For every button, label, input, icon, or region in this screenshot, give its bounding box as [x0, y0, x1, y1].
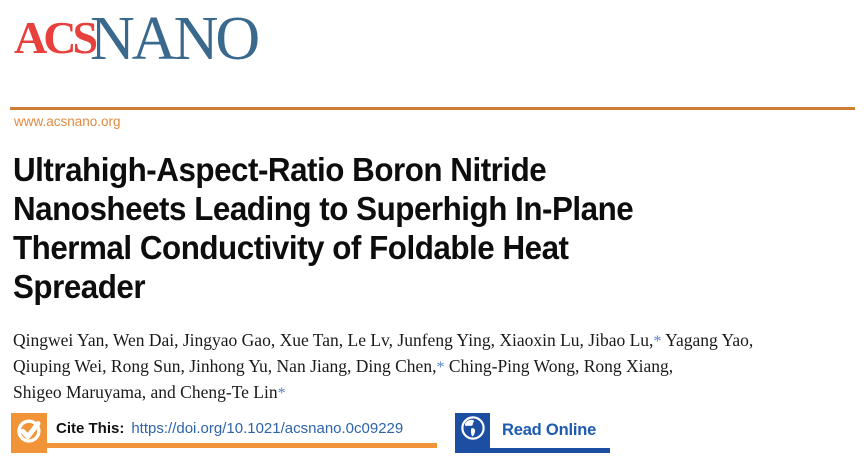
corresponding-author-asterisk[interactable]: *: [277, 385, 286, 402]
author-names: Ching-Ping Wong, Rong Xiang,: [444, 356, 674, 376]
article-title: Ultrahigh-Aspect-Ratio Boron Nitride Nan…: [13, 150, 666, 306]
title-line-4: Spreader: [13, 268, 146, 305]
read-online-label: Read Online: [502, 421, 597, 439]
acs-nano-logo[interactable]: ACS NANO: [14, 5, 260, 73]
author-line-2: Qiuping Wei, Rong Sun, Jinhong Yu, Nan J…: [13, 354, 753, 380]
orange-divider-rule: [10, 107, 855, 110]
globe-icon: [460, 415, 486, 446]
doi-link[interactable]: https://doi.org/10.1021/acsnano.0c09229: [131, 419, 404, 437]
corresponding-author-asterisk[interactable]: *: [436, 359, 445, 376]
check-circle-icon: [16, 417, 43, 449]
corresponding-author-asterisk[interactable]: *: [653, 333, 662, 350]
title-line-1: Ultrahigh-Aspect-Ratio Boron Nitride: [13, 151, 547, 188]
cite-check-badge: [11, 413, 47, 453]
site-url-link[interactable]: www.acsnano.org: [14, 114, 121, 129]
logo-nano-text: NANO: [90, 5, 260, 73]
author-line-3: Shigeo Maruyama, and Cheng-Te Lin*: [13, 380, 753, 406]
read-online-globe-badge: [455, 413, 490, 448]
title-line-3: Thermal Conductivity of Foldable Heat: [13, 229, 569, 266]
cite-this-content: Cite This: https://doi.org/10.1021/acsna…: [47, 413, 437, 448]
author-names: Qingwei Yan, Wen Dai, Jingyao Gao, Xue T…: [13, 330, 654, 350]
read-online-button[interactable]: Read Online: [455, 413, 611, 453]
author-line-1: Qingwei Yan, Wen Dai, Jingyao Gao, Xue T…: [13, 328, 753, 354]
author-names: Shigeo Maruyama, and Cheng-Te Lin: [13, 382, 278, 402]
cite-bar: Cite This: https://doi.org/10.1021/acsna…: [11, 413, 611, 453]
author-names: Qiuping Wei, Rong Sun, Jinhong Yu, Nan J…: [13, 356, 437, 376]
cite-this-label: Cite This:: [56, 419, 125, 437]
logo-acs-text: ACS: [14, 12, 98, 63]
author-names: Yagang Yao,: [661, 330, 754, 350]
author-list: Qingwei Yan, Wen Dai, Jingyao Gao, Xue T…: [13, 328, 753, 406]
title-line-2: Nanosheets Leading to Superhigh In-Plane: [13, 190, 634, 227]
cite-this-section: Cite This: https://doi.org/10.1021/acsna…: [11, 413, 437, 453]
